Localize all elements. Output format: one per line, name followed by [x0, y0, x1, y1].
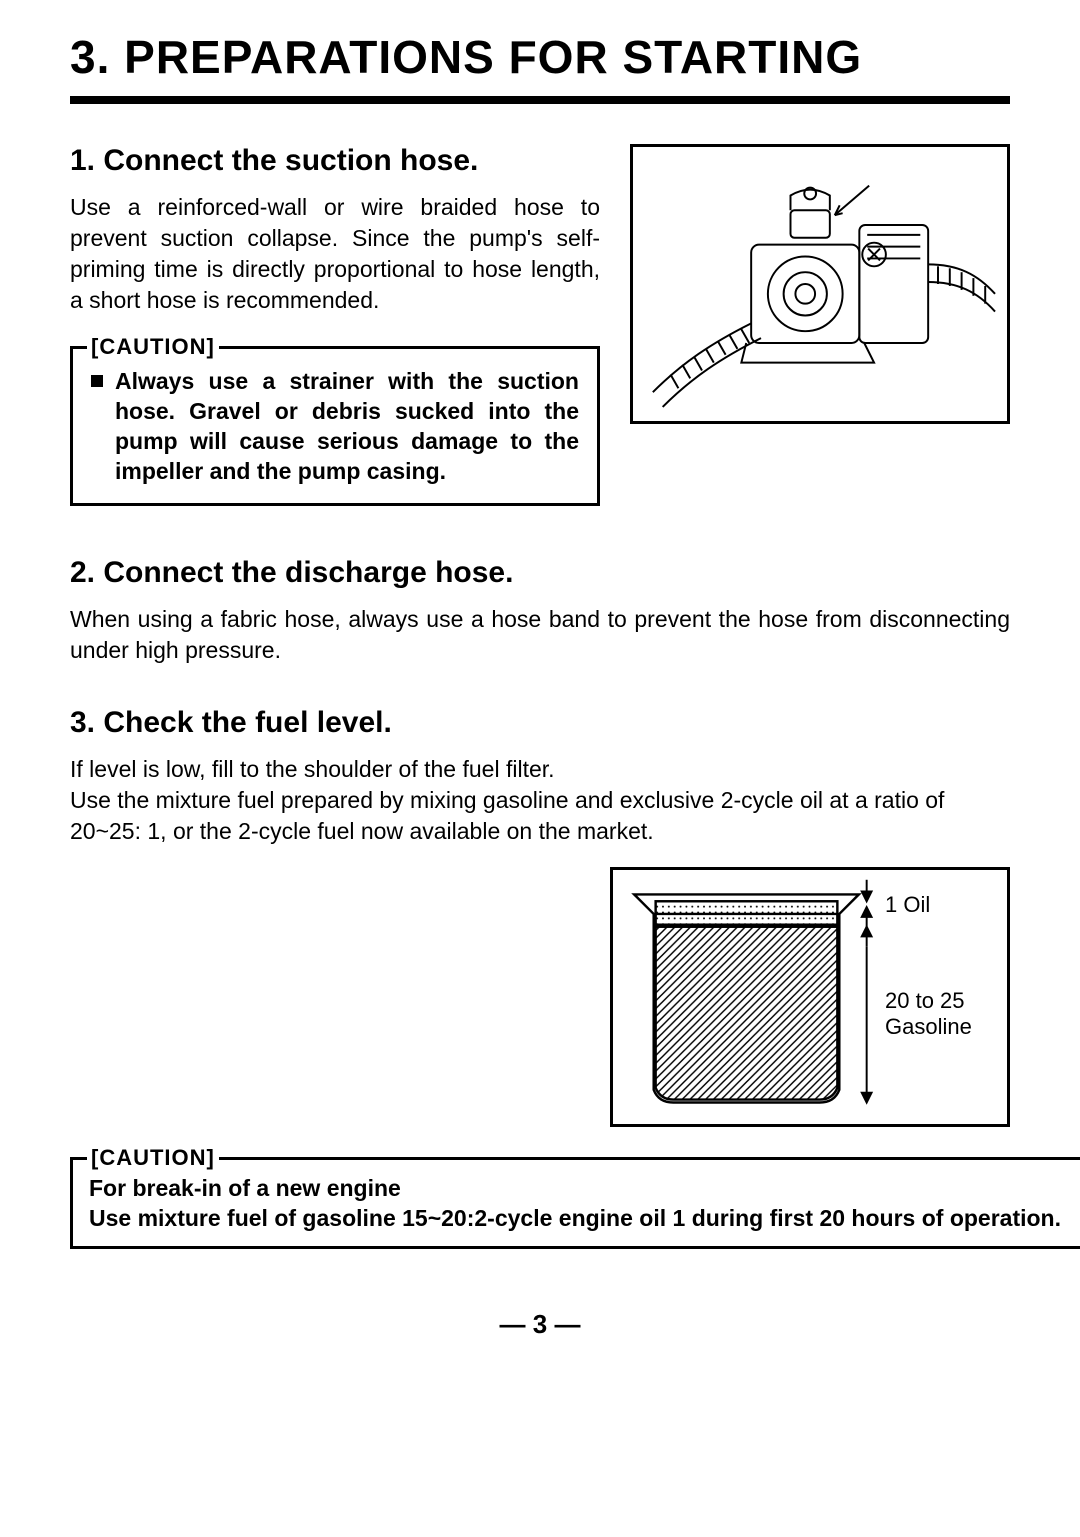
bullet-icon [91, 375, 103, 387]
pump-illustration [630, 144, 1010, 424]
fuel-label-gasoline-2: Gasoline [885, 1014, 972, 1040]
caution-box-2: CAUTION For break-in of a new engine Use… [70, 1157, 1080, 1249]
section-2-heading: 2. Connect the discharge hose. [70, 556, 1010, 590]
section-1-heading: 1. Connect the suction hose. [70, 144, 600, 178]
section-1-body: Use a reinforced-wall or wire braided ho… [70, 192, 600, 316]
section-2: 2. Connect the discharge hose. When usin… [70, 556, 1010, 666]
fuel-figure: 1 Oil 20 to 25 Gasoline [610, 867, 1010, 1127]
caution-box-1: CAUTION Always use a strainer with the s… [70, 346, 600, 506]
page-title: 3. PREPARATIONS FOR STARTING [70, 30, 1010, 104]
caution-2-line1: For break-in of a new engine [89, 1174, 1064, 1204]
caution-label-1: CAUTION [87, 334, 219, 360]
pump-svg [643, 154, 997, 414]
section-3: 3. Check the fuel level. If level is low… [70, 706, 1010, 847]
fuel-figure-wrap: 1 Oil 20 to 25 Gasoline [70, 867, 1010, 1127]
caution-label-2: CAUTION [87, 1145, 219, 1171]
caution-2-line2: Use mixture fuel of gasoline 15~20:2-cyc… [89, 1204, 1064, 1234]
fuel-label-oil: 1 Oil [885, 892, 930, 918]
section-3-heading: 3. Check the fuel level. [70, 706, 1010, 740]
page-number: — 3 — [70, 1309, 1010, 1340]
caution-1-bullet-row: Always use a strainer with the suction h… [91, 367, 579, 487]
section-1-row: 1. Connect the suction hose. Use a reinf… [70, 144, 1010, 506]
fuel-label-gasoline-1: 20 to 25 [885, 988, 965, 1014]
section-3-body: If level is low, fill to the shoulder of… [70, 754, 1010, 847]
section-2-body: When using a fabric hose, always use a h… [70, 604, 1010, 666]
section-1-left: 1. Connect the suction hose. Use a reinf… [70, 144, 600, 506]
caution-1-text: Always use a strainer with the suction h… [115, 367, 579, 487]
